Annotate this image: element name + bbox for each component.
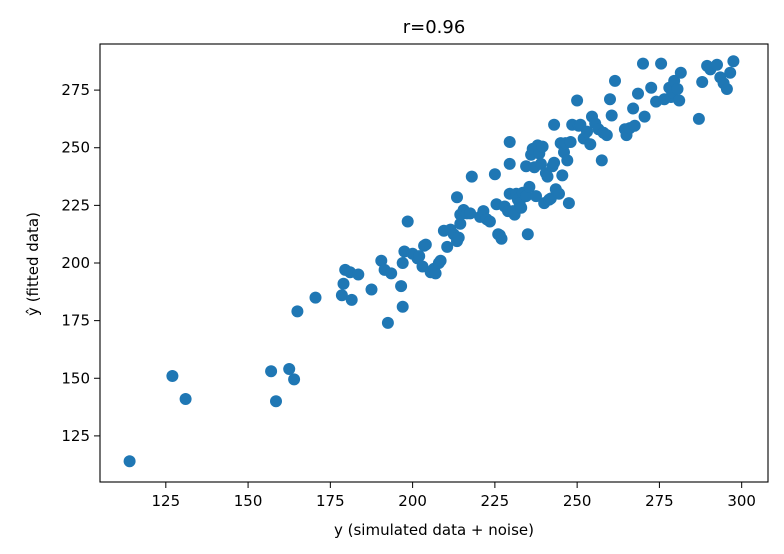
data-point (495, 232, 508, 245)
data-point (396, 257, 409, 269)
data-point (381, 316, 394, 329)
data-point (309, 291, 322, 304)
data-point (548, 156, 561, 169)
data-point (638, 110, 651, 123)
data-point (291, 305, 304, 318)
x-tick-label: 300 (727, 492, 756, 510)
data-point (464, 207, 477, 220)
y-tick-label: 225 (61, 196, 90, 214)
data-point (628, 119, 641, 132)
data-point (584, 138, 597, 151)
data-point (671, 83, 684, 95)
data-point (534, 157, 547, 170)
x-tick-label: 125 (151, 492, 180, 510)
data-point (571, 94, 584, 107)
data-point (283, 363, 296, 375)
data-point (655, 57, 668, 70)
data-point (609, 74, 621, 87)
data-point (564, 136, 577, 148)
data-point (337, 277, 350, 290)
data-point (530, 190, 542, 203)
data-point (595, 154, 608, 167)
data-point (562, 197, 575, 210)
data-point (465, 170, 478, 183)
data-point (413, 250, 426, 263)
data-point (454, 217, 467, 230)
data-point (632, 87, 644, 100)
data-point (385, 267, 398, 280)
data-point (452, 231, 465, 244)
x-tick-label: 275 (645, 492, 674, 510)
data-point (600, 129, 613, 142)
x-tick-label: 175 (316, 492, 345, 510)
y-tick-label: 250 (61, 139, 90, 157)
data-point (179, 393, 192, 405)
data-point (561, 154, 574, 167)
data-point (429, 267, 442, 280)
data-point (352, 268, 365, 281)
data-point (556, 169, 569, 182)
y-tick-label: 275 (61, 81, 90, 99)
data-point (581, 125, 593, 138)
data-point (365, 283, 378, 296)
data-point (375, 254, 388, 267)
data-point (488, 168, 501, 181)
data-point (711, 58, 723, 71)
data-point (637, 57, 649, 70)
data-point (395, 280, 408, 293)
data-point (673, 94, 686, 107)
y-axis: 125 150 175 200 225 250 275 (61, 81, 100, 445)
x-tick-label: 200 (398, 492, 427, 510)
data-point (419, 238, 432, 251)
data-point (541, 170, 554, 183)
y-tick-label: 125 (61, 427, 90, 445)
data-point (335, 289, 348, 302)
data-point (166, 370, 179, 382)
data-point (521, 228, 534, 241)
data-point (724, 66, 737, 79)
data-point (674, 66, 687, 79)
points-layer (123, 55, 740, 468)
y-tick-label: 175 (61, 312, 90, 330)
data-point (483, 215, 496, 228)
data-point (605, 109, 618, 122)
y-tick-label: 150 (61, 369, 90, 387)
data-point (520, 190, 533, 203)
data-point (270, 395, 282, 408)
data-point (523, 180, 536, 193)
data-point (720, 83, 733, 95)
data-point (503, 136, 516, 148)
data-point (536, 140, 549, 153)
data-point (696, 76, 709, 88)
x-tick-label: 225 (481, 492, 510, 510)
data-point (692, 112, 705, 125)
data-point (441, 240, 454, 253)
x-axis: 125 150 175 200 225 250 275 300 (151, 482, 756, 510)
data-point (627, 102, 640, 115)
x-tick-label: 150 (234, 492, 263, 510)
data-point (434, 254, 447, 267)
data-point (645, 81, 658, 94)
data-point (401, 215, 414, 228)
data-point (727, 55, 740, 68)
data-point (503, 157, 516, 170)
data-point (288, 373, 301, 386)
x-tick-label: 250 (563, 492, 592, 510)
data-point (451, 191, 463, 204)
chart-title: r=0.96 (403, 17, 466, 38)
data-point (345, 293, 358, 306)
data-point (553, 187, 565, 200)
y-axis-label: ŷ (fitted data) (24, 212, 42, 316)
data-point (265, 365, 278, 378)
data-point (548, 118, 561, 131)
data-point (396, 300, 409, 313)
data-point (515, 201, 528, 214)
y-tick-label: 200 (61, 254, 90, 272)
data-point (123, 455, 136, 468)
x-axis-label: y (simulated data + noise) (334, 521, 534, 539)
data-point (604, 93, 616, 106)
